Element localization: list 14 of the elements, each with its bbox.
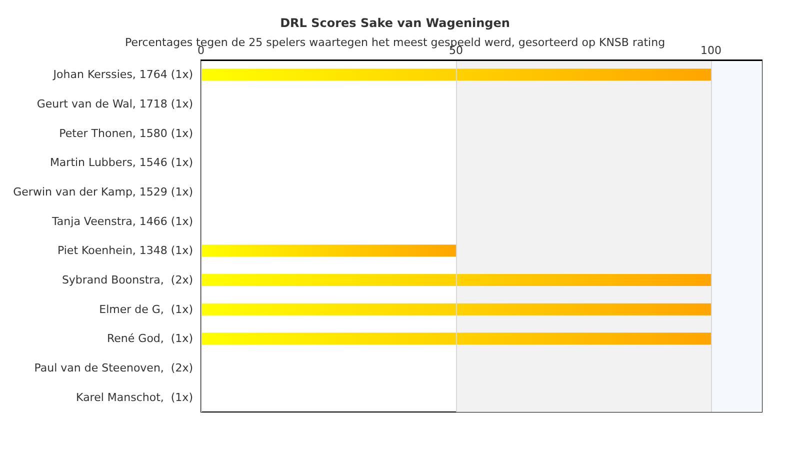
x-tick-label: 100 <box>700 44 722 57</box>
y-tick-label: Johan Kerssies, 1764 (1x) <box>52 68 193 82</box>
y-tick-label: Geurt van de Wal, 1718 (1x) <box>36 98 193 110</box>
y-tick-label: René God, (1x) <box>107 332 193 346</box>
y-tick-label: Gerwin van der Kamp, 1529 (1x) <box>13 186 193 198</box>
y-tick-label: Karel Manschot, (1x) <box>76 390 193 404</box>
y-tick-label: Peter Thonen, 1580 (1x) <box>59 126 193 140</box>
y-tick-label: Tanja Veenstra, 1466 (1x) <box>51 214 193 228</box>
y-tick-label: Elmer de G, (1x) <box>99 302 193 316</box>
y-tick-label: Paul van de Steenoven, (2x) <box>34 362 193 374</box>
y-tick-label: Martin Lubbers, 1546 (1x) <box>50 156 193 170</box>
y-tick-label: Piet Koenhein, 1348 (1x) <box>57 244 193 258</box>
y-tick-label: Sybrand Boonstra, (2x) <box>62 274 193 286</box>
chart-title: DRL Scores Sake van Wageningen <box>280 16 510 30</box>
